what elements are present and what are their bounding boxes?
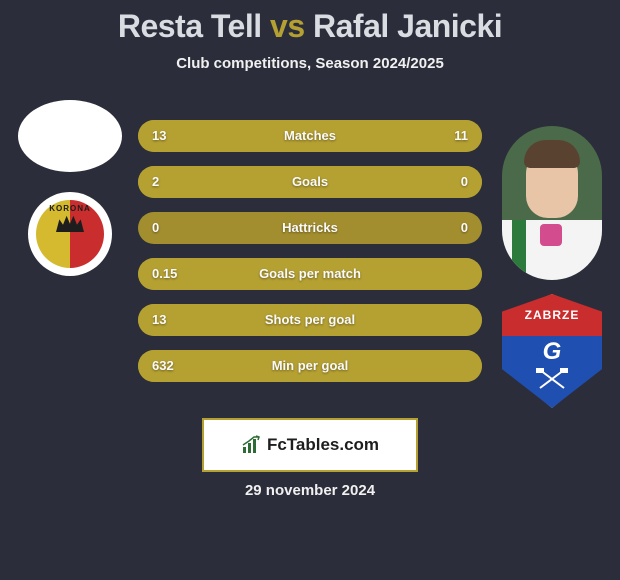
right-player-column: ZABRZE G [492,126,612,408]
stat-label: Hattricks [138,212,482,244]
vs-separator: vs [270,8,305,44]
player2-name: Rafal Janicki [313,8,502,44]
club1-badge: KORONA [28,192,112,276]
player2-photo [502,126,602,280]
stat-label: Goals [138,166,482,198]
fctables-logo-icon [241,435,261,455]
club1-name: KORONA [38,204,102,220]
stat-label: Goals per match [138,258,482,290]
subtitle: Club competitions, Season 2024/2025 [0,55,620,72]
player1-photo [18,100,122,172]
hammers-icon [536,368,568,390]
stat-row: 0.15Goals per match [138,258,482,290]
attribution-text: FcTables.com [267,435,379,455]
page-title: Resta Tell vs Rafal Janicki [0,0,620,45]
player1-name: Resta Tell [118,8,262,44]
stat-label: Shots per goal [138,304,482,336]
stat-row: 13Shots per goal [138,304,482,336]
club2-name: ZABRZE [502,308,602,322]
stat-row: 20Goals [138,166,482,198]
stat-label: Matches [138,120,482,152]
stat-row: 00Hattricks [138,212,482,244]
attribution-box: FcTables.com [202,418,418,472]
club2-badge: ZABRZE G [502,294,602,408]
club2-letter: G [502,338,602,366]
stat-row: 1311Matches [138,120,482,152]
stats-comparison: 1311Matches 20Goals 00Hattricks 0.15Goals p… [138,120,482,396]
date-label: 29 november 2024 [0,482,620,499]
stat-row: 632Min per goal [138,350,482,382]
stat-label: Min per goal [138,350,482,382]
left-player-column: KORONA [8,100,132,276]
